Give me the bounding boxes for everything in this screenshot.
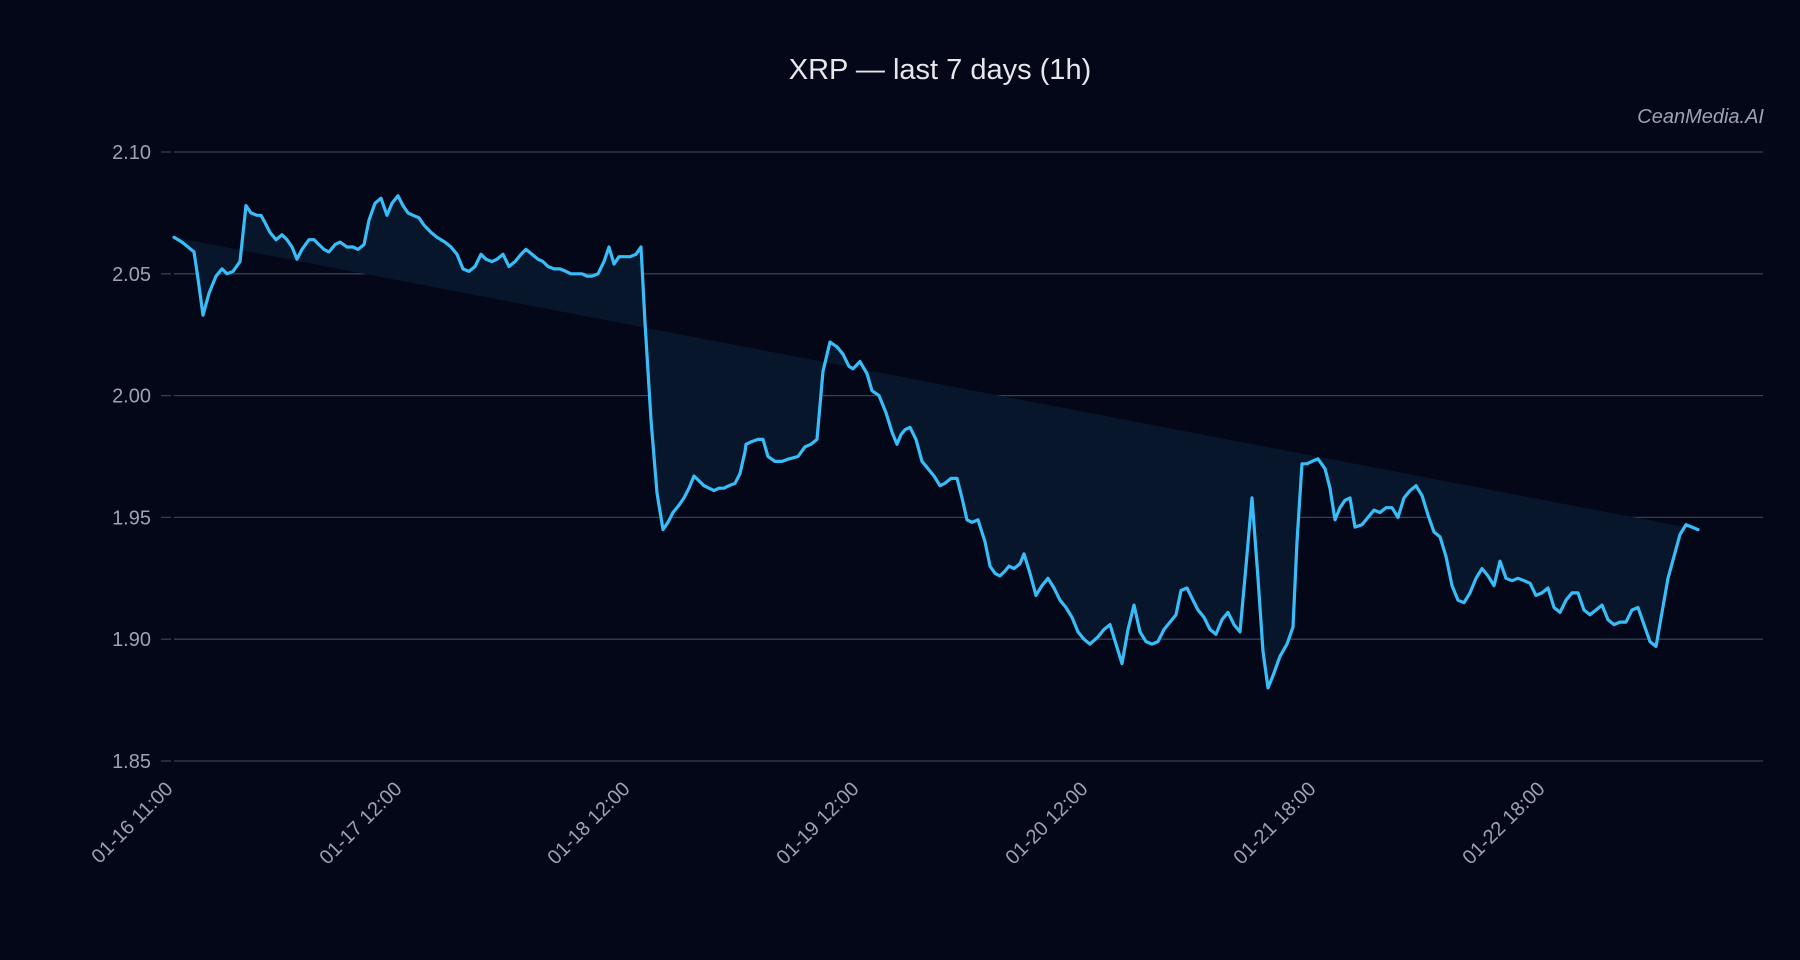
y-tick-label: 2.00 <box>112 386 151 408</box>
x-tick-label: 01-17 12:00 <box>315 778 406 869</box>
x-tick-label: 01-22 18:00 <box>1458 778 1549 869</box>
chart-title: XRP — last 7 days (1h) <box>788 54 1092 86</box>
y-tick-label: 1.85 <box>112 751 151 773</box>
x-tick-label: 01-21 18:00 <box>1229 778 1320 869</box>
x-tick-label: 01-19 12:00 <box>772 778 863 869</box>
x-tick-label: 01-18 12:00 <box>543 778 634 869</box>
y-tick-label: 1.95 <box>112 507 151 529</box>
y-tick-label: 1.90 <box>112 629 151 651</box>
brand-watermark: CeanMedia.AI <box>1637 106 1764 128</box>
area-fill <box>174 195 1698 688</box>
y-tick-label: 2.05 <box>112 264 151 286</box>
x-tick-label: 01-16 11:00 <box>88 778 178 868</box>
x-tick-label: 01-20 12:00 <box>1001 778 1092 869</box>
price-line <box>172 194 1700 690</box>
y-tick-label: 2.10 <box>112 142 151 164</box>
